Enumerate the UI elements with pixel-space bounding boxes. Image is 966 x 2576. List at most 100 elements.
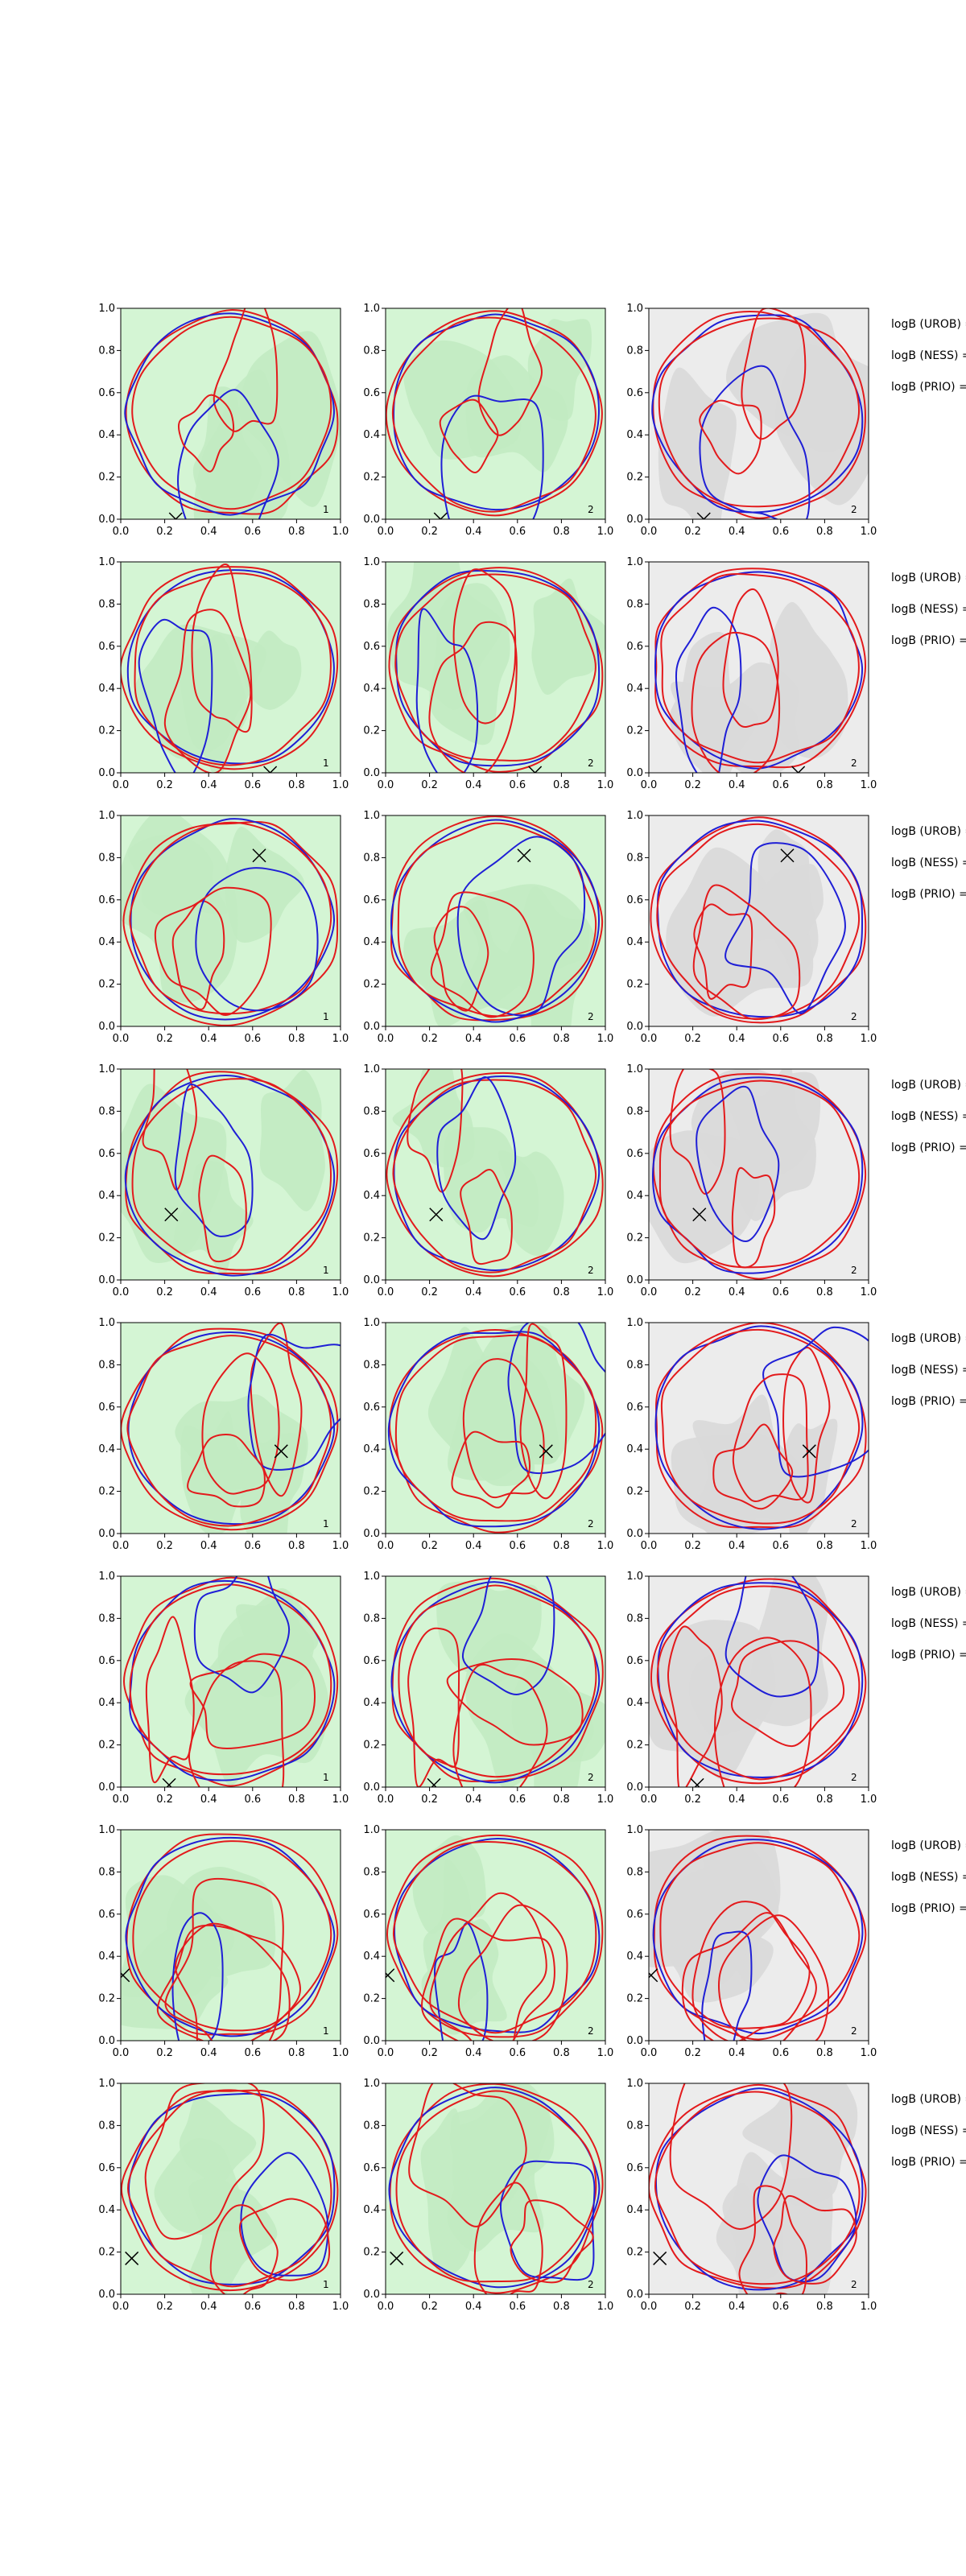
red-contour [213,308,279,432]
red-contour [659,1842,861,2029]
red-contour [171,900,225,1010]
y-tick-label: 0.6 [98,1402,115,1414]
side-label: logB (UROB) = [891,572,966,584]
x-tick-label: 1.0 [861,779,877,791]
x-tick-label: 0.4 [729,1286,745,1298]
panel-frame [120,1322,341,1534]
red-contour [457,1904,568,2041]
y-tick-label: 0.2 [626,1232,643,1245]
x-tick-label: 0.6 [772,779,789,791]
panel-frame [648,1322,869,1534]
red-contour [658,317,861,508]
x-tick-label: 0.8 [553,2301,570,2313]
x-tick-label: 0.8 [288,1540,305,1552]
x-tick-label: 0.8 [816,1286,833,1298]
x-tick-label: 0.8 [288,2301,305,2313]
x-tick-label: 0.2 [421,1286,438,1298]
x-tick-label: 0.0 [113,1033,130,1045]
y-tick-label: 0.0 [626,1781,643,1794]
panel-frame [648,1575,869,1788]
panel-number: 2 [588,2279,594,2290]
x-tick-label: 0.4 [729,2047,745,2059]
panel-number: 2 [588,504,594,515]
red-contour [656,1585,861,1781]
x-tick-label: 0.2 [684,1794,701,1806]
x-tick-label: 0.6 [244,1540,261,1552]
y-tick-label: 0.6 [98,1909,115,1921]
y-tick-label: 1.0 [98,1571,115,1583]
x-tick-label: 0.4 [200,1033,217,1045]
y-tick-label: 0.6 [626,1402,643,1414]
red-contour [398,1584,597,1778]
x-tick-label: 1.0 [332,1794,349,1806]
y-tick-label: 0.4 [363,2204,380,2216]
red-contour [392,1079,597,1274]
filled-region [666,847,814,1017]
y-tick-label: 0.2 [98,1740,115,1752]
red-contour [655,1323,867,1529]
blue-contour [655,2087,864,2291]
y-tick-label: 0.8 [363,345,380,357]
red-contour [121,566,339,770]
y-tick-label: 1.0 [626,556,643,568]
red-contour [126,2089,332,2288]
filled-region [726,312,869,452]
x-marker [649,1968,658,1983]
panel-frame [385,1575,606,1788]
x-tick-label: 0.4 [729,779,745,791]
panel-r7-c2: 2 0.0 0.2 0.4 0.6 0.8 1.0 0.0 0.2 0.4 0.6 0.8 1.0 [363,1824,613,2059]
red-contour [653,1835,867,2041]
blue-contour [657,1582,864,1778]
y-tick-label: 0.4 [626,1190,643,1202]
x-tick-label: 1.0 [861,2047,877,2059]
red-contour [134,572,332,766]
x-tick-label: 0.6 [509,1540,526,1552]
panel-r8-c2: 2 0.0 0.2 0.4 0.6 0.8 1.0 0.0 0.2 0.4 0.6 0.8 1.0 [363,2078,613,2313]
x-tick-label: 0.0 [641,779,658,791]
blue-contour [651,1076,864,1274]
x-tick-label: 0.0 [113,2301,130,2313]
x-tick-label: 0.4 [465,2301,482,2313]
x-tick-label: 1.0 [332,779,349,791]
blue-contour [701,1930,753,2041]
y-tick-label: 0.4 [98,683,115,695]
y-tick-label: 0.4 [626,683,643,695]
side-label: logB (PRIO) = [891,381,966,394]
blue-contour [507,1323,605,1475]
y-tick-label: 1.0 [363,1317,380,1329]
x-tick-label: 1.0 [597,779,614,791]
red-contour [386,1834,604,2038]
x-tick-label: 0.6 [244,526,261,538]
y-tick-label: 0.2 [363,1740,380,1752]
y-tick-label: 0.8 [363,1105,380,1117]
y-tick-label: 1.0 [363,1063,380,1075]
blue-contour [392,313,600,511]
x-tick-label: 0.2 [421,1540,438,1552]
panel-number: 1 [323,1265,329,1276]
y-tick-label: 0.2 [626,1486,643,1498]
panel-number: 2 [588,1265,594,1276]
red-contour [163,609,252,773]
y-tick-label: 1.0 [626,1317,643,1329]
x-marker [539,1444,553,1459]
y-tick-label: 0.2 [626,1993,643,2005]
x-marker [162,1777,176,1787]
y-tick-label: 0.0 [363,1021,380,1033]
y-tick-label: 0.2 [98,1993,115,2005]
red-contour [446,1658,584,1746]
x-tick-label: 0.2 [684,1540,701,1552]
red-contour [386,1071,604,1278]
y-tick-label: 0.6 [626,387,643,399]
x-tick-label: 0.8 [288,1286,305,1298]
panel-number: 1 [323,758,329,769]
y-tick-label: 0.8 [363,598,380,610]
blue-contour [125,1836,336,2037]
panel-r3-c3: 2 0.0 0.2 0.4 0.6 0.8 1.0 0.0 0.2 0.4 0.6 0.8 1.0 [626,810,877,1045]
panel-number: 1 [323,1772,329,1783]
x-marker [252,848,266,863]
panel-r2-c1: 1 0.0 0.2 0.4 0.6 0.8 1.0 0.0 0.2 0.4 0.6 0.8 1.0 [98,556,349,791]
panel-r8-c1: 1 0.0 0.2 0.4 0.6 0.8 1.0 0.0 0.2 0.4 0.6 0.8 1.0 [98,2078,349,2313]
red-contour [177,394,235,473]
x-tick-label: 0.6 [244,1794,261,1806]
panel-r8-c3: 2 0.0 0.2 0.4 0.6 0.8 1.0 0.0 0.2 0.4 0.6 0.8 1.0 [626,2078,877,2313]
